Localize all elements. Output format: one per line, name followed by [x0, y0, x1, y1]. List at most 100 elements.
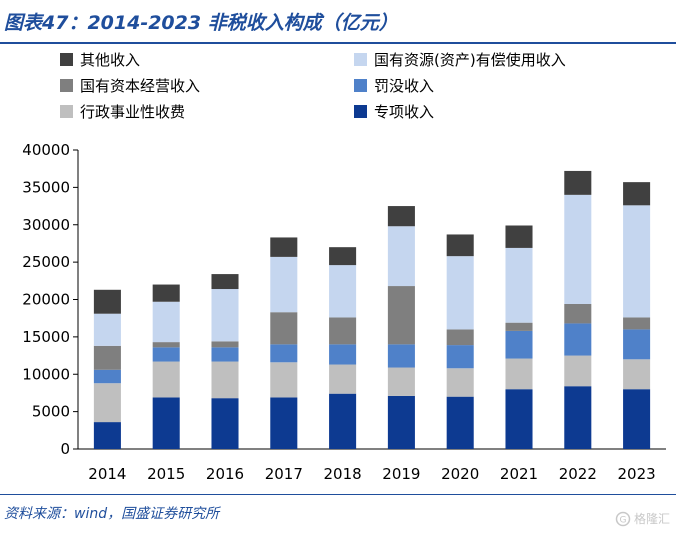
bar-segment [505, 330, 533, 359]
svg-text:G: G [619, 515, 626, 525]
bar-segment [93, 313, 121, 346]
bar-segment [564, 323, 592, 356]
bar-segment [329, 364, 357, 394]
legend-label: 专项收入 [374, 103, 434, 121]
watermark: G 格隆汇 [615, 510, 670, 527]
bar-segment [329, 317, 357, 345]
bar-segment [152, 361, 180, 398]
bar-segment [270, 237, 298, 257]
bar-segment [329, 265, 357, 318]
bar-segment [93, 369, 121, 384]
bar-segment [387, 367, 415, 396]
bar-segment [211, 361, 239, 399]
legend-label: 国有资源(资产)有偿使用收入 [374, 51, 566, 69]
bar-segment [623, 205, 651, 318]
legend-swatch [60, 105, 73, 118]
y-tick-label: 5000 [32, 403, 70, 421]
x-axis: 2014 2015 2016 2017 2018 2019 2020 2021 2022 2023 [78, 448, 666, 483]
y-tick-label: 25000 [22, 253, 70, 271]
x-tick-label: 2018 [324, 465, 362, 483]
bar-segment [211, 289, 239, 342]
x-tick-label: 2021 [500, 465, 538, 483]
bar-segment [387, 206, 415, 227]
y-tick-label: 20000 [22, 291, 70, 309]
bar-segment [446, 396, 474, 449]
bar-segment [93, 422, 121, 449]
bar-segment [93, 383, 121, 423]
x-tick-label: 2016 [206, 465, 244, 483]
bar-segment [387, 226, 415, 287]
bar-segment [446, 329, 474, 346]
x-tick-label: 2019 [382, 465, 420, 483]
x-tick-label: 2014 [88, 465, 126, 483]
bar-segment [564, 355, 592, 387]
y-tick-label: 15000 [22, 328, 70, 346]
bar-segment [505, 358, 533, 390]
bar-segment [211, 347, 239, 362]
bar-segment [564, 170, 592, 195]
bar-segment [270, 362, 298, 398]
y-tick-label: 10000 [22, 365, 70, 383]
legend-label: 行政事业性收费 [80, 103, 185, 121]
bar-segment [329, 247, 357, 266]
bar-segment [623, 329, 651, 360]
legend-label: 罚没收入 [374, 77, 434, 95]
bar-segment [270, 256, 298, 313]
bar-segment [446, 234, 474, 257]
bar-segment [446, 345, 474, 369]
bars [93, 170, 651, 449]
y-tick-label: 40000 [22, 141, 70, 159]
bar-segment [152, 284, 180, 302]
bar-segment [623, 317, 651, 330]
y-tick-label: 30000 [22, 216, 70, 234]
bar-segment [446, 256, 474, 330]
bar-segment [505, 322, 533, 331]
y-tick-label: 35000 [22, 178, 70, 196]
legend-swatch [60, 53, 73, 66]
y-axis: 0 5000 10000 15000 20000 25000 30000 35000 40000 [22, 141, 79, 458]
bar-segment [505, 225, 533, 248]
y-tick-label: 0 [60, 440, 70, 458]
bar-segment [446, 368, 474, 397]
bar-segment [152, 301, 180, 343]
watermark-logo-icon: G [615, 511, 631, 526]
legend-label: 其他收入 [80, 51, 140, 69]
bar-segment [93, 289, 121, 314]
bar-segment [505, 247, 533, 323]
bar-segment [211, 398, 239, 449]
watermark-text: 格隆汇 [633, 512, 670, 526]
x-tick-label: 2023 [618, 465, 656, 483]
bar-segment [623, 359, 651, 390]
legend-swatch [60, 79, 73, 92]
bar-segment [623, 182, 651, 206]
source-note: 资料来源：wind，国盛证券研究所 [4, 506, 220, 522]
bar-segment [329, 344, 357, 365]
footer-divider [0, 494, 676, 495]
bar-segment [564, 386, 592, 449]
x-tick-label: 2015 [147, 465, 185, 483]
bar-segment [387, 395, 415, 449]
bar-segment [152, 342, 180, 348]
bar-segment [623, 389, 651, 449]
x-tick-label: 2017 [265, 465, 303, 483]
legend-swatch [354, 79, 367, 92]
bar-segment [387, 286, 415, 345]
bar-segment [211, 274, 239, 290]
bar-segment [270, 344, 298, 363]
bar-segment [270, 312, 298, 345]
chart-title: 图表47：2014-2023 非税收入构成（亿元） [4, 12, 398, 34]
bar-segment [211, 341, 239, 348]
x-tick-label: 2020 [441, 465, 479, 483]
bar-segment [270, 397, 298, 449]
bar-segment [329, 393, 357, 449]
bar-segment [152, 397, 180, 449]
title-divider [0, 42, 676, 44]
bar-segment [387, 344, 415, 368]
bar-segment [564, 194, 592, 304]
legend-swatch [354, 53, 367, 66]
legend-label: 国有资本经营收入 [80, 77, 200, 95]
legend-swatch [354, 105, 367, 118]
bar-segment [505, 389, 533, 449]
